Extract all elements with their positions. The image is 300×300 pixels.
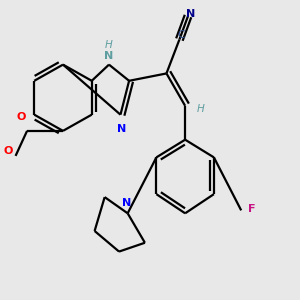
Text: N: N [104, 51, 114, 61]
Text: H: H [197, 104, 205, 114]
Text: H: H [105, 40, 113, 50]
Text: F: F [248, 204, 256, 214]
Text: O: O [3, 146, 13, 157]
Text: N: N [122, 198, 131, 208]
Text: C: C [177, 30, 185, 40]
Text: N: N [186, 9, 196, 19]
Text: O: O [16, 112, 26, 122]
Text: N: N [117, 124, 127, 134]
